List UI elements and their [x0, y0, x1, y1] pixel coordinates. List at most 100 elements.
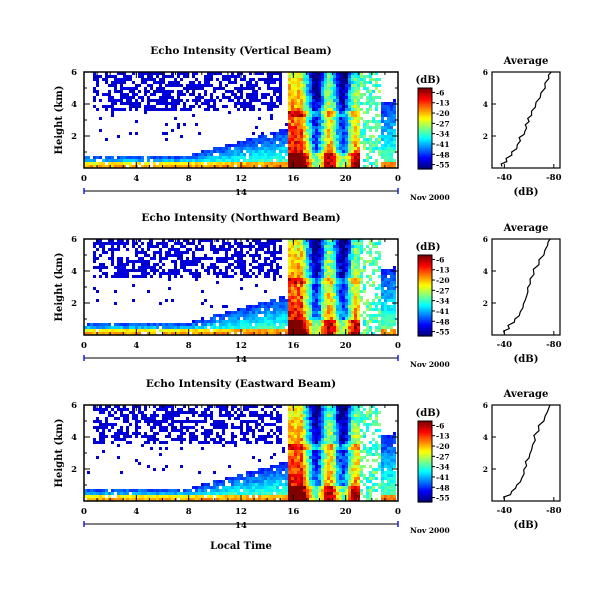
x-tick-label: 16 — [287, 507, 299, 517]
colorbar-unit: (dB) — [416, 408, 441, 419]
average-title: Average — [503, 389, 549, 400]
colorbar-tick-label: -20 — [436, 276, 450, 285]
y-tick-label: 4 — [71, 100, 77, 110]
colorbar-tick-label: -34 — [436, 297, 450, 306]
average-panel: Average 2 4 6 -40 -80 (dB) — [483, 389, 562, 531]
heatmap-field — [84, 239, 396, 335]
date-tick-label: 14 — [235, 521, 247, 531]
colorbar-tick-label: -48 — [436, 317, 450, 326]
x-tick-label: 16 — [287, 341, 299, 351]
avg-y-tick-label: 6 — [483, 68, 488, 77]
colorbar: (dB) -6 -13-20-27 -34-41-48 -55 — [416, 75, 450, 170]
y-tick-label: 4 — [71, 267, 77, 277]
colorbar-tick-label: -34 — [436, 463, 450, 472]
colorbar-tick-label: -41 — [436, 140, 450, 149]
avg-y-tick-label: 2 — [483, 132, 488, 141]
colorbar: (dB) -6 -13-20-27 -34-41-48 -55 — [416, 242, 450, 337]
y-tick-label: 2 — [71, 132, 77, 142]
x-tick-label: 20 — [340, 174, 352, 184]
average-frame — [491, 404, 561, 502]
date-tick-label: 14 — [235, 188, 247, 198]
panel-title: Echo Intensity (Northward Beam) — [141, 212, 340, 224]
colorbar-tick-label: -6 — [436, 88, 444, 97]
avg-x-tick-label: -40 — [497, 340, 512, 350]
y-tick-label: 2 — [71, 465, 77, 475]
x-tick-label: 16 — [287, 174, 299, 184]
avg-y-tick-label: 4 — [483, 100, 488, 109]
colorbar-tick-label: -55 — [436, 328, 450, 337]
x-tick-label: 0 — [81, 507, 87, 517]
heatmap-field — [84, 72, 396, 168]
colorbar-tick-label: -55 — [436, 494, 450, 503]
average-frame — [491, 238, 561, 336]
x-tick-label: 0 — [395, 174, 401, 184]
panel-3: Echo Intensity (Eastward Beam) 2 4 6 0 4 8 12 16… — [54, 378, 562, 535]
avg-x-tick-label: -40 — [497, 506, 512, 516]
x-tick-label: 0 — [395, 507, 401, 517]
colorbar-tick-label: -48 — [436, 483, 450, 492]
x-axis-label: Local Time — [210, 541, 272, 552]
x-tick-label: 20 — [340, 507, 352, 517]
heatmap-field — [84, 405, 396, 501]
colorbar-unit: (dB) — [416, 242, 441, 253]
panel-2: Echo Intensity (Northward Beam) 2 4 6 0 4 8 12 1… — [54, 212, 562, 369]
date-label: Nov 2000 — [410, 193, 450, 202]
avg-y-tick-label: 4 — [483, 433, 488, 442]
y-tick-label: 6 — [71, 235, 77, 245]
average-title: Average — [503, 56, 549, 67]
colorbar: (dB) -6 -13-20-27 -34-41-48 -55 — [416, 408, 450, 503]
colorbar-tick-label: -13 — [436, 432, 450, 441]
average-panel: Average 2 4 6 -40 -80 (dB) — [483, 56, 562, 198]
avg-y-tick-label: 2 — [483, 465, 488, 474]
colorbar-frame — [417, 420, 433, 503]
x-tick-label: 20 — [340, 341, 352, 351]
y-tick-label: 6 — [71, 401, 77, 411]
colorbar-tick-label: -13 — [436, 266, 450, 275]
x-tick-label: 8 — [186, 341, 192, 351]
date-label: Nov 2000 — [410, 526, 450, 535]
colorbar-tick-label: -27 — [436, 452, 450, 461]
x-tick-label: 12 — [235, 341, 247, 351]
y-tick-label: 4 — [71, 433, 77, 443]
average-profile-line — [502, 238, 551, 334]
average-frame — [491, 71, 561, 169]
colorbar-unit: (dB) — [416, 75, 441, 86]
x-tick-label: 4 — [133, 507, 139, 517]
colorbar-tick-label: -6 — [436, 421, 444, 430]
panel-title: Echo Intensity (Eastward Beam) — [146, 378, 336, 390]
colorbar-tick-label: -13 — [436, 99, 450, 108]
colorbar-tick-label: -48 — [436, 150, 450, 159]
average-profile-line — [502, 404, 551, 500]
x-tick-label: 4 — [133, 341, 139, 351]
average-title: Average — [503, 223, 549, 234]
y-tick-label: 6 — [71, 68, 77, 78]
x-tick-label: 8 — [186, 507, 192, 517]
date-tick-label: 14 — [235, 355, 247, 365]
colorbar-tick-label: -41 — [436, 473, 450, 482]
y-tick-label: 2 — [71, 299, 77, 309]
average-x-label: (dB) — [514, 187, 539, 198]
colorbar-tick-label: -34 — [436, 130, 450, 139]
avg-x-tick-label: -80 — [546, 173, 561, 183]
avg-y-tick-label: 2 — [483, 299, 488, 308]
colorbar-tick-label: -20 — [436, 109, 450, 118]
x-tick-label: 0 — [81, 174, 87, 184]
average-panel: Average 2 4 6 -40 -80 (dB) — [483, 223, 562, 365]
colorbar-tick-label: -6 — [436, 255, 444, 264]
avg-x-tick-label: -80 — [546, 340, 561, 350]
y-axis-label: Height (km) — [54, 86, 65, 155]
colorbar-tick-label: -27 — [436, 286, 450, 295]
average-x-label: (dB) — [514, 354, 539, 365]
y-axis-label: Height (km) — [54, 253, 65, 322]
average-profile-line — [500, 71, 552, 167]
x-tick-label: 8 — [186, 174, 192, 184]
x-tick-label: 0 — [395, 341, 401, 351]
x-tick-label: 0 — [81, 341, 87, 351]
panel-title: Echo Intensity (Vertical Beam) — [150, 45, 331, 57]
x-tick-label: 4 — [133, 174, 139, 184]
x-tick-label: 12 — [235, 174, 247, 184]
colorbar-frame — [417, 87, 433, 170]
avg-y-tick-label: 6 — [483, 401, 488, 410]
avg-x-tick-label: -80 — [546, 506, 561, 516]
